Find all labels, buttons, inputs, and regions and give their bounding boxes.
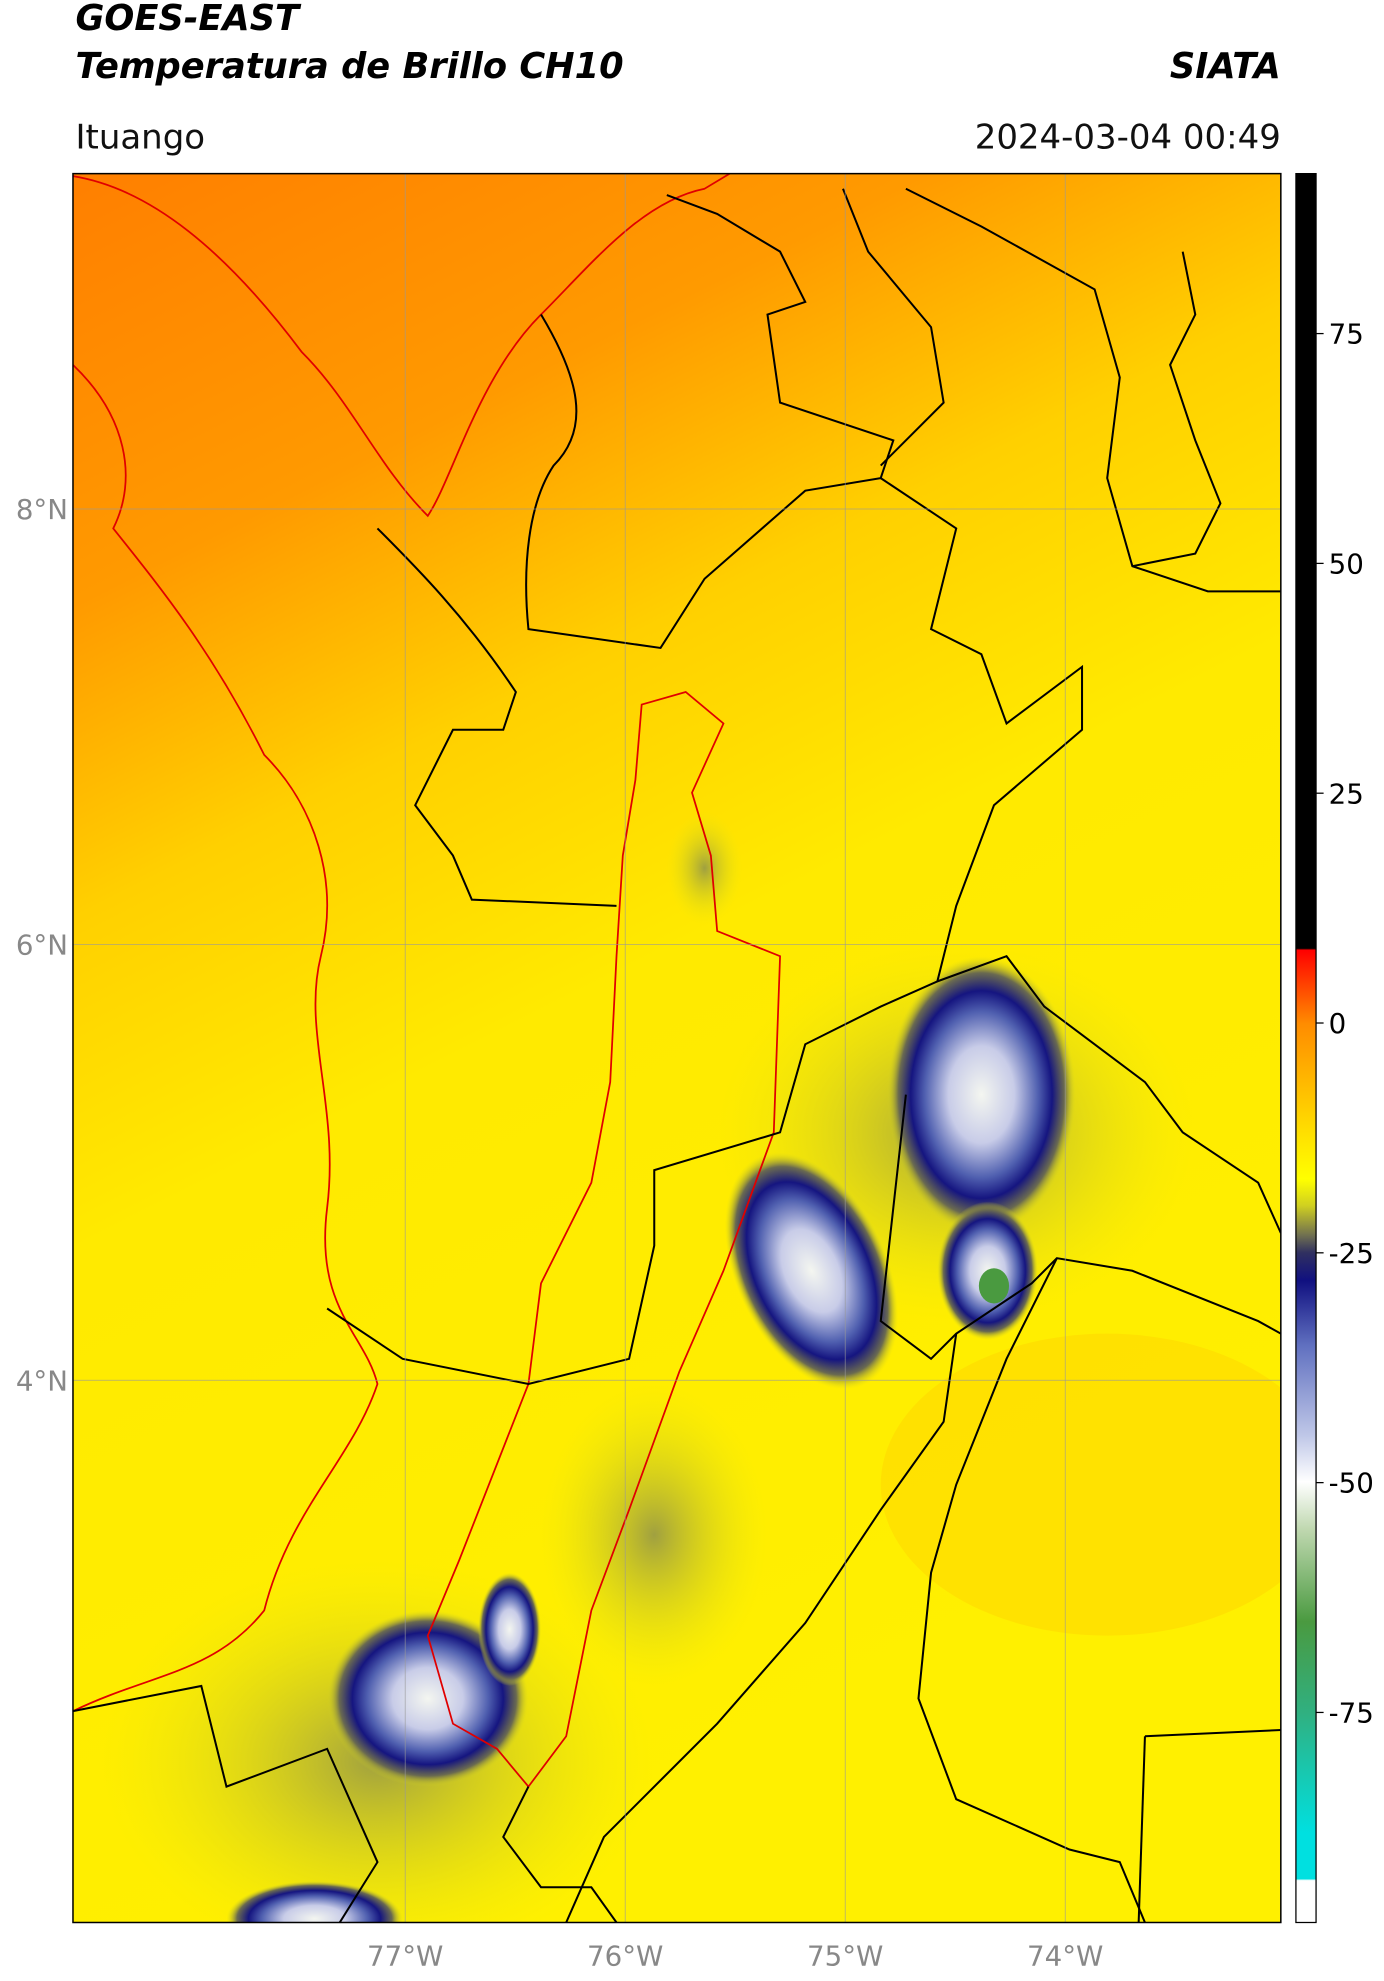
lon-label: 76°W [587,1939,663,1972]
colorbar-tick-label: 50 [1329,547,1364,580]
brand: SIATA [1170,46,1281,87]
colorbar-tick-label: -50 [1329,1467,1374,1500]
border [917,1257,1146,1923]
border [1144,1728,1281,1738]
border [72,1684,379,1923]
border [905,187,1281,593]
lon-label: 77°W [367,1939,443,1972]
lat-label: 6°N [16,929,68,962]
cloud [887,956,1076,1234]
cloud [478,1572,542,1686]
map [72,173,1281,1923]
colorbar-tick-label: 75 [1329,318,1364,351]
location: Ituango [75,117,205,157]
warm-area [880,1333,1281,1636]
colorbar [1295,172,1317,1924]
lat-label: 4°N [16,1364,68,1397]
cloud [327,1610,529,1787]
graticule [72,173,1281,1923]
border [842,188,945,467]
colorbar-tick-label: 25 [1329,777,1364,810]
lat-label: 8°N [16,493,68,526]
cloud [724,1152,899,1390]
datetime: 2024-03-04 00:49 [975,117,1281,157]
colorbar-tick-label: -75 [1329,1697,1374,1730]
haze [666,811,743,925]
border [376,527,617,907]
title: GOES-EAST [75,0,302,39]
axes: 77°W 76°W 75°W 74°W 8°N 6°N 4°N 75 50 25 0 -25 -50 -7… [16,318,1374,1973]
colorbar-tick-label: -25 [1329,1237,1374,1270]
border [1132,251,1222,568]
border [879,1094,1281,1361]
border [1137,1736,1146,1923]
colorbar-tick-label: 0 [1329,1007,1347,1040]
department-border [426,691,781,1789]
lon-label: 75°W [807,1939,883,1972]
haze [541,1383,768,1686]
coast [72,364,379,1712]
map-frame [72,172,1282,1924]
title: Temperatura de Brillo CH10 [75,46,623,87]
border [565,1333,958,1923]
lon-label: 74°W [1027,1939,1103,1972]
border [937,955,1281,1234]
border [502,1786,618,1923]
coast [72,173,731,518]
cloud-core [978,1268,1010,1304]
